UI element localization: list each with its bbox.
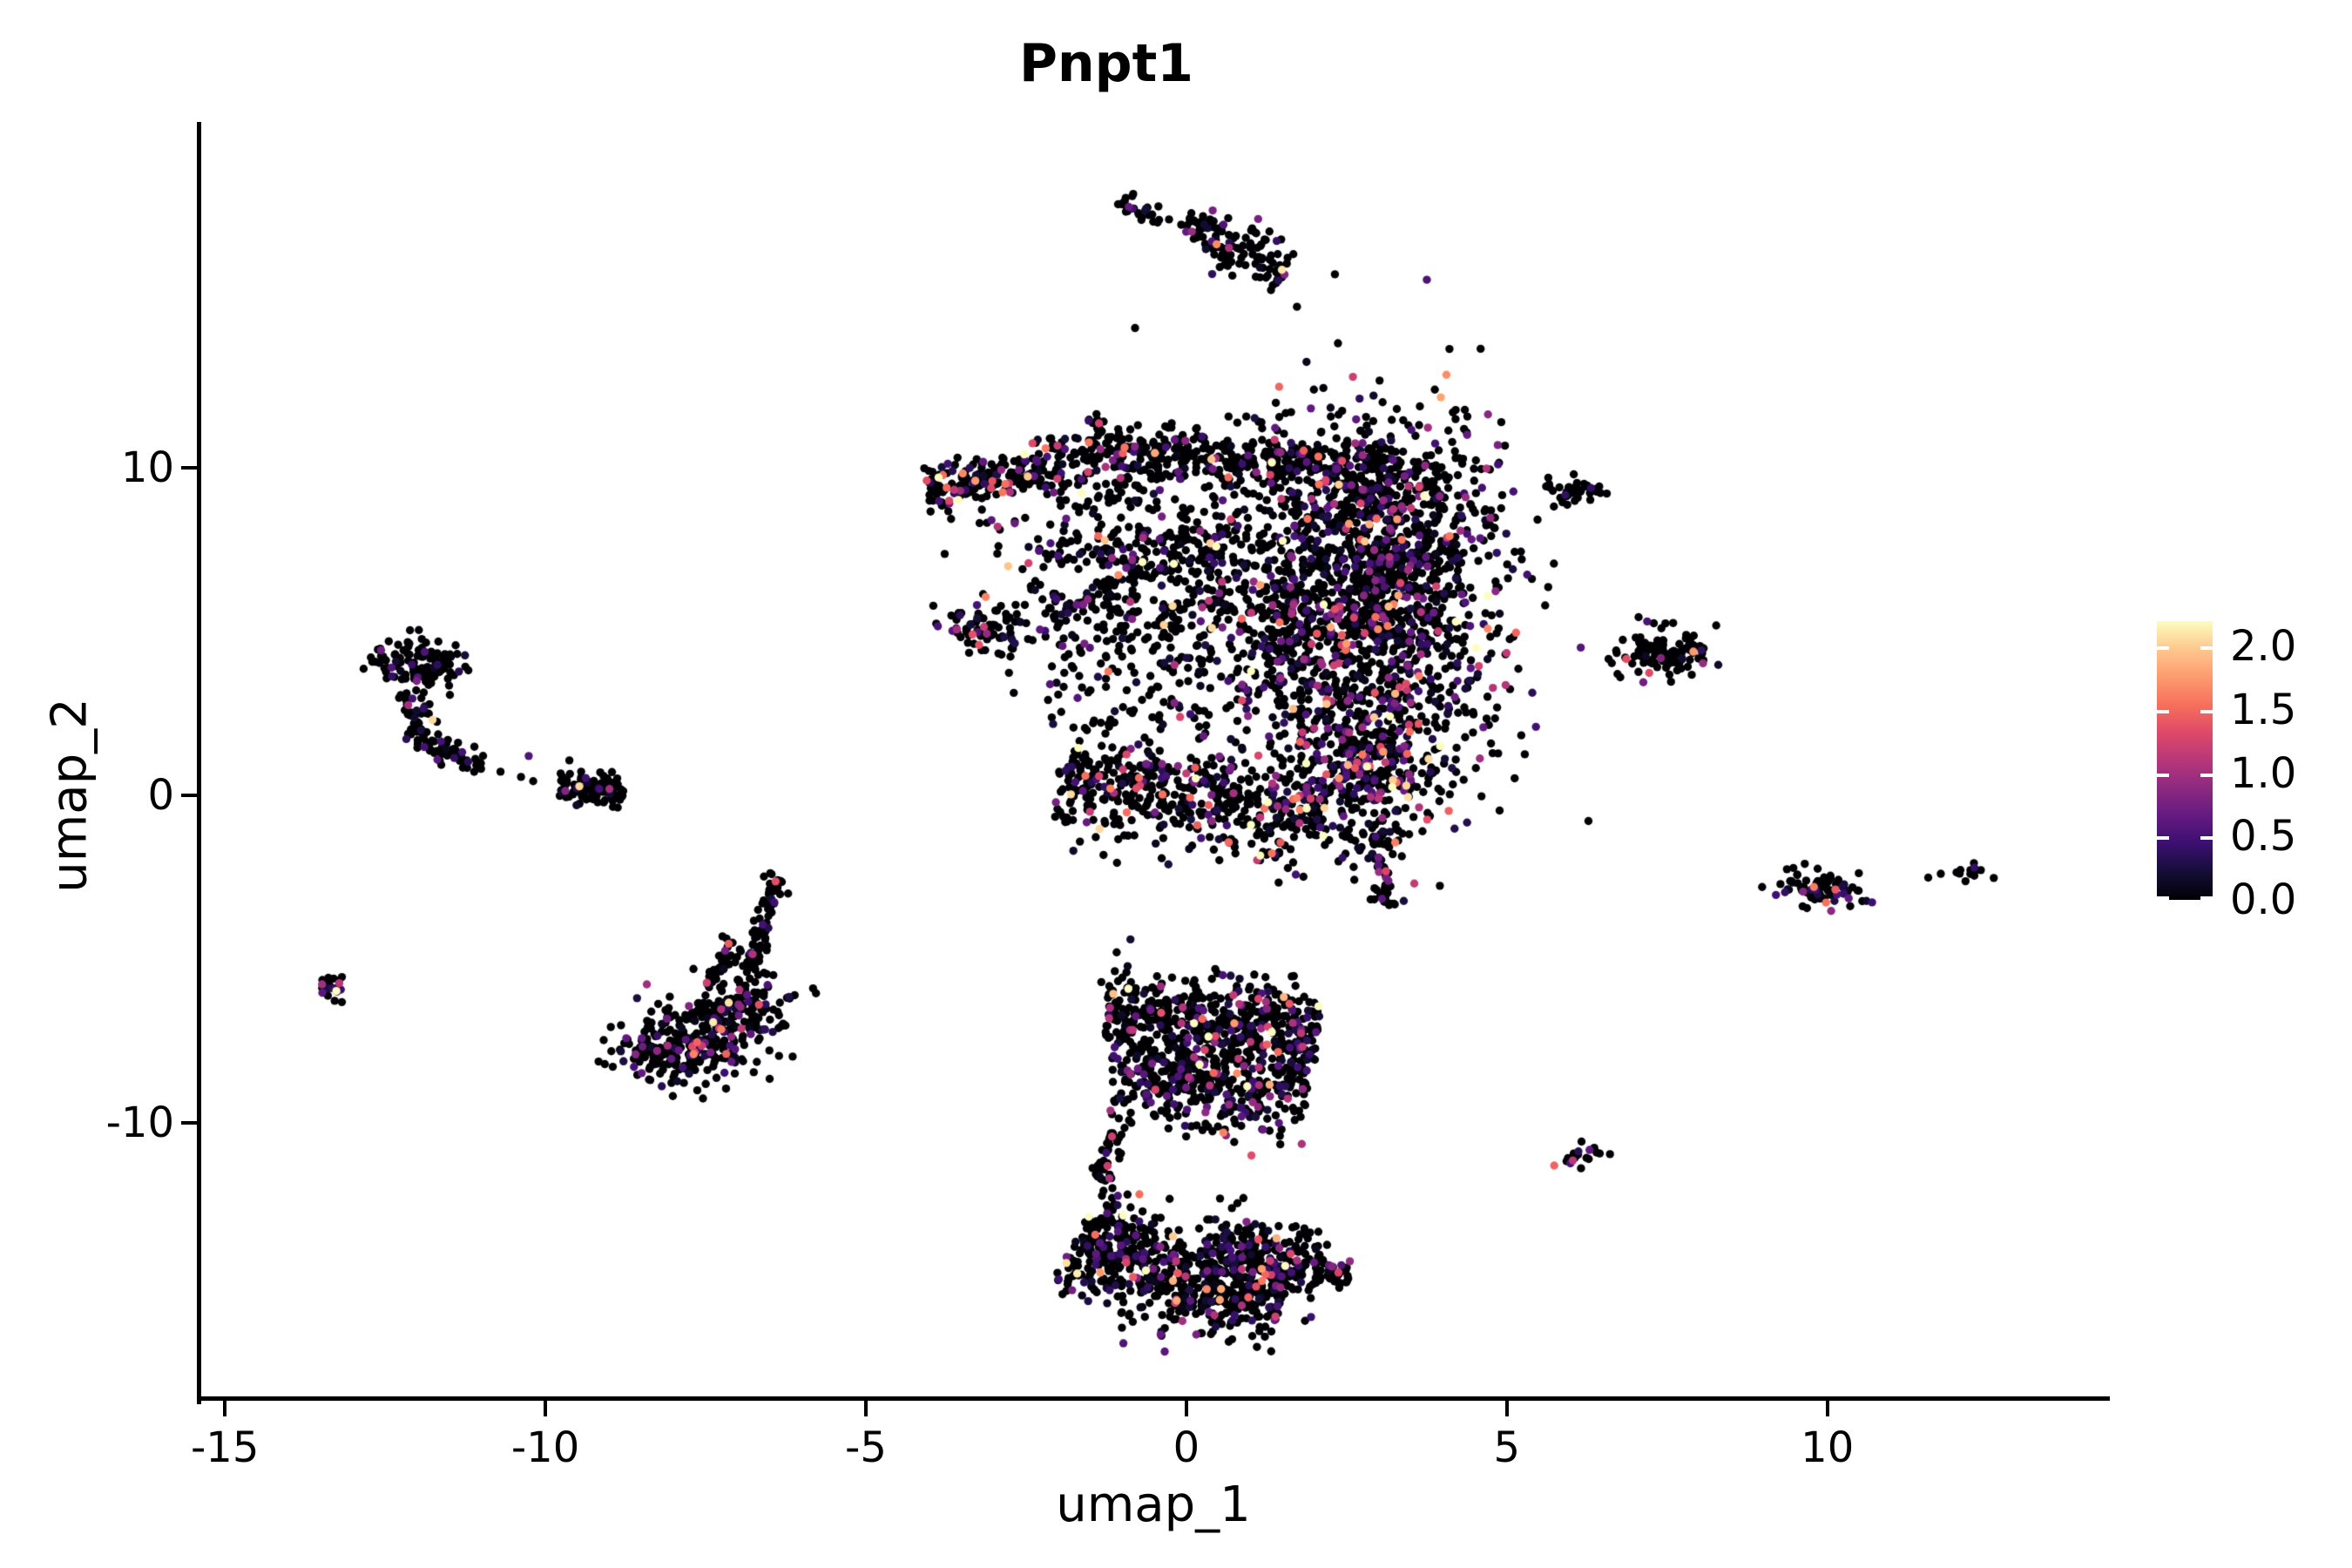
x-tick-mark: [544, 1401, 548, 1416]
y-tick-label: 10: [120, 443, 174, 493]
y-axis-line: [197, 122, 201, 1404]
x-tick-mark: [1504, 1401, 1509, 1416]
x-tick-label: 10: [1801, 1423, 1855, 1472]
x-axis-title: umap_1: [1056, 1477, 1251, 1533]
y-axis-title: umap_2: [41, 698, 98, 893]
colorbar-tick-mark: [2157, 896, 2169, 900]
x-tick-mark: [1184, 1401, 1188, 1416]
colorbar-tick-mark: [2157, 836, 2169, 841]
x-tick-label: -5: [845, 1423, 887, 1472]
x-tick-label: 0: [1173, 1423, 1200, 1472]
colorbar-tick-label: 1.0: [2230, 748, 2297, 798]
colorbar-tick-mark: [2157, 709, 2169, 713]
x-tick-label: 5: [1493, 1423, 1521, 1472]
y-tick-mark: [181, 1120, 197, 1125]
plot-title: Pnpt1: [1018, 33, 1194, 94]
colorbar-tick-label: 0.0: [2230, 875, 2297, 924]
x-tick-label: -10: [510, 1423, 580, 1472]
colorbar-tick-mark: [2200, 773, 2213, 777]
colorbar-tick-mark: [2157, 773, 2169, 777]
colorbar-tick-label: 0.5: [2230, 812, 2297, 862]
y-tick-label: -10: [105, 1098, 174, 1147]
colorbar-tick-label: 2.0: [2230, 622, 2297, 672]
y-tick-mark: [181, 793, 197, 797]
x-tick-label: -15: [190, 1423, 260, 1472]
colorbar-tick-mark: [2200, 836, 2213, 841]
x-tick-mark: [1825, 1401, 1829, 1416]
y-tick-label: 0: [147, 770, 174, 820]
colorbar-tick-mark: [2200, 709, 2213, 713]
colorbar-tick-mark: [2200, 646, 2213, 651]
colorbar-tick-mark: [2200, 896, 2213, 900]
colorbar: [2157, 621, 2213, 900]
y-tick-mark: [181, 466, 197, 470]
x-tick-mark: [863, 1401, 868, 1416]
x-tick-mark: [223, 1401, 227, 1416]
colorbar-tick-label: 1.5: [2230, 685, 2297, 734]
x-axis-line: [197, 1396, 2110, 1401]
colorbar-tick-mark: [2157, 646, 2169, 651]
colorbar-gradient: [2157, 621, 2213, 900]
